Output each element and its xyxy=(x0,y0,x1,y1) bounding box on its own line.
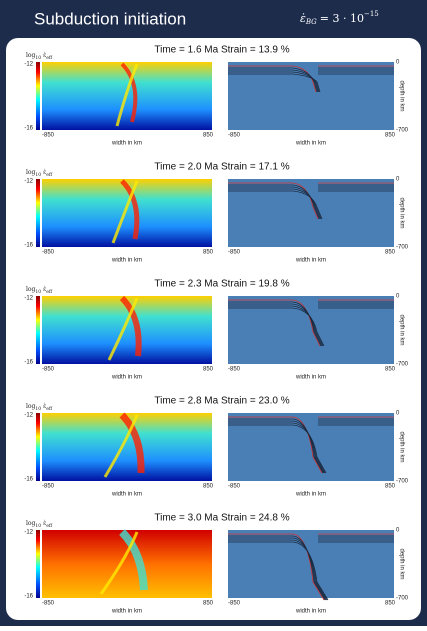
x-tick-left: -850 xyxy=(228,601,241,607)
x-tick-left: -850 xyxy=(228,367,241,373)
panel-caption: Time = 1.6 Ma Strain = 13.9 % xyxy=(154,45,289,56)
x-tick-right: 850 xyxy=(385,133,396,139)
x-tick-right: 850 xyxy=(203,484,214,490)
colorbar-label-part: log xyxy=(26,52,36,59)
colorbar-top: -12 xyxy=(24,179,33,185)
formula-subscript: BG xyxy=(305,18,317,26)
colorbar-label-part: eff xyxy=(46,406,53,412)
x-tick-right: 850 xyxy=(385,367,396,373)
x-tick-left: -850 xyxy=(42,367,55,373)
x-tick-right: 850 xyxy=(203,367,214,373)
panel-caption: Time = 2.0 Ma Strain = 17.1 % xyxy=(154,162,289,173)
colorbar-label-part: eff xyxy=(46,523,53,529)
x-tick-right: 850 xyxy=(385,484,396,490)
x-axis-label: width in km xyxy=(295,492,326,498)
colorbar-label-part: 10 xyxy=(35,172,41,178)
x-axis-label: width in km xyxy=(295,141,326,147)
depth-tick-bottom: -700 xyxy=(396,245,409,251)
x-tick-right: 850 xyxy=(385,601,396,607)
panel-caption: Time = 2.3 Ma Strain = 19.8 % xyxy=(154,279,289,290)
x-tick-left: -850 xyxy=(228,484,241,490)
colorbar-top: -12 xyxy=(24,530,33,536)
depth-tick-bottom: -700 xyxy=(396,479,409,485)
colorbar-label-part: eff xyxy=(46,172,53,178)
panel-caption: Time = 2.8 Ma Strain = 23.0 % xyxy=(154,396,289,407)
formula-body: = 3 · 10 xyxy=(320,12,364,25)
colorbar-bottom: -16 xyxy=(24,360,33,366)
x-tick-left: -850 xyxy=(42,250,55,256)
colorbar-label-part: eff xyxy=(46,289,53,295)
colorbar-label-part: 10 xyxy=(35,406,41,412)
colorbar-top: -12 xyxy=(24,296,33,302)
x-axis-label: width in km xyxy=(111,492,142,498)
colorbar-label-part: 10 xyxy=(35,55,41,61)
colorbar-bottom: -16 xyxy=(24,243,33,249)
colorbar xyxy=(36,296,40,364)
x-tick-left: -850 xyxy=(42,484,55,490)
colorbar xyxy=(36,62,40,130)
depth-axis-label: depth in km xyxy=(398,548,404,579)
colorbar-label-part: log xyxy=(26,520,36,527)
colorbar-bottom: -16 xyxy=(24,126,33,132)
title: Subduction initiation xyxy=(34,9,186,28)
depth-axis-label: depth in km xyxy=(398,80,404,111)
depth-tick-bottom: -700 xyxy=(396,128,409,134)
colorbar-bottom: -16 xyxy=(24,477,33,483)
colorbar-label-part: log xyxy=(26,286,36,293)
depth-axis-label: depth in km xyxy=(398,431,404,462)
x-tick-left: -850 xyxy=(42,601,55,607)
x-axis-label: width in km xyxy=(111,141,142,147)
depth-tick-bottom: -700 xyxy=(396,362,409,368)
colorbar-bottom: -16 xyxy=(24,594,33,600)
x-axis-label: width in km xyxy=(295,258,326,264)
x-axis-label: width in km xyxy=(111,258,142,264)
colorbar-label-part: log xyxy=(26,169,36,176)
colorbar-label-part: eff xyxy=(46,55,53,61)
formula-exponent: −15 xyxy=(364,10,379,18)
depth-axis-label: depth in km xyxy=(398,314,404,345)
x-tick-left: -850 xyxy=(228,133,241,139)
x-tick-right: 850 xyxy=(203,601,214,607)
colorbar-label-part: log xyxy=(26,403,36,410)
x-axis-label: width in km xyxy=(111,375,142,381)
x-tick-right: 850 xyxy=(203,250,214,256)
colorbar xyxy=(36,179,40,247)
colorbar-label-part: 10 xyxy=(35,289,41,295)
depth-tick-bottom: -700 xyxy=(396,596,409,602)
x-tick-left: -850 xyxy=(42,133,55,139)
x-tick-right: 850 xyxy=(385,250,396,256)
colorbar-top: -12 xyxy=(24,413,33,419)
x-axis-label: width in km xyxy=(111,609,142,615)
panel-caption: Time = 3.0 Ma Strain = 24.8 % xyxy=(154,513,289,524)
x-tick-right: 850 xyxy=(203,133,214,139)
poster-panel: Subduction initiation ε̇BG= 3 · 10−15 Ti… xyxy=(0,0,427,626)
depth-axis-label: depth in km xyxy=(398,197,404,228)
colorbar xyxy=(36,530,40,598)
colorbar-label-part: 10 xyxy=(35,523,41,529)
colorbar-top: -12 xyxy=(24,62,33,68)
colorbar xyxy=(36,413,40,481)
x-tick-left: -850 xyxy=(228,250,241,256)
x-axis-label: width in km xyxy=(295,375,326,381)
x-axis-label: width in km xyxy=(295,609,326,615)
